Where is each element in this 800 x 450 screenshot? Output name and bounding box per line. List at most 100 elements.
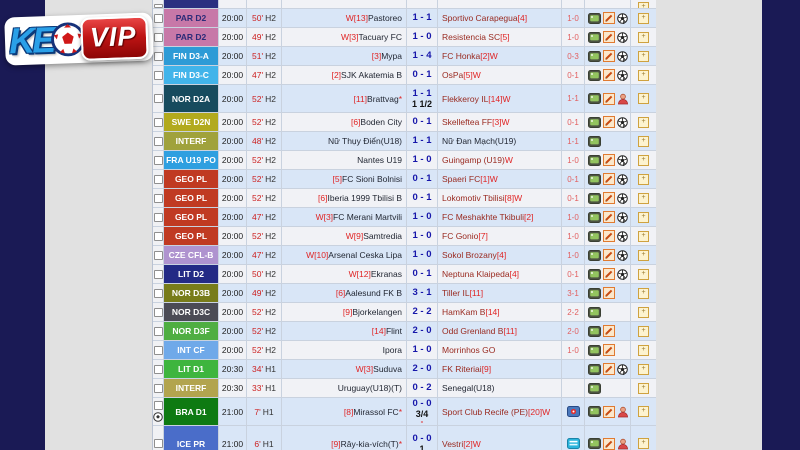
- stats-edit-icon[interactable]: [603, 230, 615, 242]
- away-team-name[interactable]: Sport Club Recife (PE): [442, 406, 528, 417]
- away-team-name[interactable]: Guingamp (U19): [442, 155, 505, 165]
- match-checkbox[interactable]: [153, 70, 163, 80]
- stats-edit-icon[interactable]: [603, 287, 615, 299]
- add-to-favorites-button[interactable]: +: [638, 382, 649, 394]
- league-badge[interactable]: SWE D2N: [164, 113, 218, 131]
- home-team-name[interactable]: Pastoreo: [367, 13, 402, 23]
- match-video-icon[interactable]: [588, 211, 601, 223]
- match-video-icon[interactable]: [588, 93, 601, 104]
- home-team-name[interactable]: Suduva: [373, 364, 402, 374]
- stats-edit-icon[interactable]: [603, 31, 615, 43]
- match-checkbox[interactable]: [153, 155, 163, 165]
- home-team-name[interactable]: Brattvag: [367, 93, 399, 104]
- in-play-ball-icon[interactable]: [617, 173, 628, 185]
- match-video-icon[interactable]: [588, 344, 601, 356]
- home-team-name[interactable]: FC Sioni Bolnisi: [342, 174, 402, 184]
- stats-edit-icon[interactable]: [603, 211, 615, 223]
- away-team-name[interactable]: Nữ Đan Mạch(U19): [442, 136, 517, 146]
- home-team-name[interactable]: Uruguay(U18)(T): [337, 383, 402, 393]
- stats-edit-icon[interactable]: [603, 116, 615, 128]
- home-team-name[interactable]: Bjorkelangen: [352, 307, 402, 317]
- match-checkbox[interactable]: [153, 364, 163, 374]
- match-video-icon[interactable]: [588, 382, 601, 394]
- match-video-icon[interactable]: [588, 69, 601, 81]
- match-video-icon[interactable]: [588, 363, 601, 375]
- match-video-icon[interactable]: [588, 154, 601, 166]
- match-video-icon[interactable]: [588, 406, 601, 417]
- red-card-player-icon[interactable]: [617, 406, 629, 418]
- home-team-name[interactable]: Nữ Thụy Điển(U18): [327, 136, 402, 146]
- away-team-name[interactable]: FC Honka: [442, 51, 481, 61]
- match-video-icon[interactable]: [588, 173, 601, 185]
- live-stream-icon[interactable]: [566, 438, 580, 449]
- league-badge[interactable]: GEO PL: [164, 227, 218, 245]
- home-team-name[interactable]: Rây-kia-vích(T): [340, 438, 399, 449]
- match-video-icon[interactable]: [588, 306, 601, 318]
- stats-edit-icon[interactable]: [603, 405, 615, 418]
- stats-edit-icon[interactable]: [603, 154, 615, 166]
- in-play-ball-icon[interactable]: [617, 363, 628, 375]
- in-play-ball-icon[interactable]: [617, 69, 628, 81]
- league-badge[interactable]: GEO PL: [164, 189, 218, 207]
- home-team-name[interactable]: FC Merani Martvili: [333, 212, 402, 222]
- away-team-name[interactable]: Flekkeroy IL: [442, 93, 489, 104]
- match-checkbox[interactable]: [153, 32, 163, 42]
- away-team-name[interactable]: FC Meshakhte Tkibuli: [442, 212, 525, 222]
- match-checkbox[interactable]: [153, 13, 163, 23]
- away-team-name[interactable]: Spaeri FC: [442, 174, 481, 184]
- match-checkbox[interactable]: [153, 269, 163, 279]
- add-to-favorites-button[interactable]: +: [638, 12, 649, 24]
- home-team-name[interactable]: Boden City: [360, 117, 402, 127]
- match-video-icon[interactable]: [588, 12, 601, 24]
- match-checkbox[interactable]: [153, 345, 163, 355]
- in-play-ball-icon[interactable]: [617, 116, 628, 128]
- add-to-favorites-button[interactable]: +: [638, 306, 649, 318]
- add-to-favorites-button[interactable]: +: [638, 249, 649, 261]
- add-to-favorites-button[interactable]: +: [638, 31, 649, 43]
- red-card-player-icon[interactable]: [617, 93, 629, 105]
- league-badge[interactable]: NOR D2A: [164, 85, 218, 112]
- league-badge[interactable]: NOR D3F: [164, 322, 218, 340]
- league-badge[interactable]: PAR D2: [164, 9, 218, 27]
- league-badge[interactable]: LIT D1: [164, 360, 218, 378]
- in-play-ball-icon[interactable]: [617, 230, 628, 242]
- league-badge[interactable]: INTERF: [164, 379, 218, 397]
- league-badge[interactable]: LIT D2: [164, 265, 218, 283]
- match-video-icon[interactable]: [588, 31, 601, 43]
- match-video-icon[interactable]: [588, 287, 601, 299]
- league-badge[interactable]: FIN D3-C: [164, 66, 218, 84]
- match-checkbox[interactable]: [153, 250, 163, 260]
- match-checkbox[interactable]: [153, 51, 163, 61]
- away-team-name[interactable]: Odd Grenland B: [442, 326, 504, 336]
- away-team-name[interactable]: Morrinhos GO: [442, 345, 496, 355]
- away-team-name[interactable]: Skelleftea FF: [442, 117, 493, 127]
- match-checkbox[interactable]: [153, 193, 163, 203]
- match-checkbox[interactable]: [153, 231, 163, 241]
- match-video-icon[interactable]: [588, 192, 601, 204]
- league-badge[interactable]: INTERF: [164, 132, 218, 150]
- add-to-favorites-button[interactable]: +: [638, 173, 649, 185]
- away-team-name[interactable]: OsPa: [442, 70, 464, 80]
- stats-edit-icon[interactable]: [603, 437, 615, 450]
- red-card-player-icon[interactable]: [617, 438, 629, 450]
- match-video-icon[interactable]: [588, 325, 601, 337]
- match-checkbox[interactable]: [153, 401, 163, 410]
- add-to-favorites-button[interactable]: +: [638, 154, 649, 166]
- league-badge[interactable]: FRA U19 PO: [164, 151, 218, 169]
- away-team-name[interactable]: Sportivo Carapegua: [442, 13, 518, 23]
- away-team-name[interactable]: Lokomotiv Tbilisi: [442, 193, 505, 203]
- add-to-favorites-button[interactable]: +: [638, 406, 649, 417]
- in-play-ball-icon[interactable]: [617, 192, 628, 204]
- live-tv-icon[interactable]: [566, 406, 580, 417]
- keovip-logo[interactable]: KE VIP: [4, 12, 154, 66]
- home-team-name[interactable]: Flint: [385, 326, 402, 336]
- add-to-favorites-button[interactable]: +: [638, 344, 649, 356]
- add-to-favorites-button[interactable]: +: [638, 1, 649, 8]
- league-badge[interactable]: CZE CFL-B: [164, 246, 218, 264]
- add-to-favorites-button[interactable]: +: [638, 116, 649, 128]
- add-to-favorites-button[interactable]: +: [638, 268, 649, 280]
- stats-edit-icon[interactable]: [603, 363, 615, 375]
- away-team-name[interactable]: Resistencia SC: [442, 32, 501, 42]
- add-to-favorites-button[interactable]: +: [638, 287, 649, 299]
- stats-edit-icon[interactable]: [603, 12, 615, 24]
